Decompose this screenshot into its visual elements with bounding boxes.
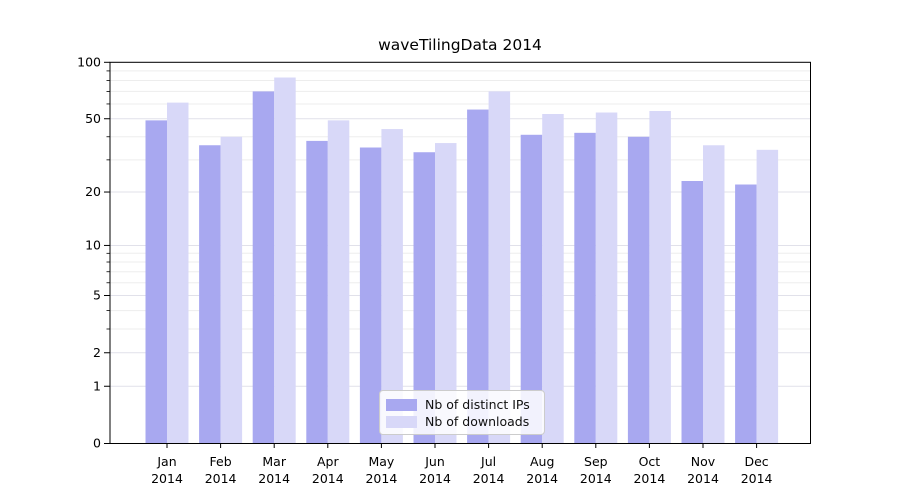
x-tick-label-month: Jun: [424, 454, 445, 469]
bar-downloads: [703, 145, 725, 444]
bar-downloads: [435, 143, 457, 444]
x-tick-label-year: 2014: [258, 471, 290, 486]
bar-distinct-ips: [199, 145, 221, 444]
axes-frame: [109, 61, 811, 445]
chart-title: waveTilingData 2014: [378, 36, 542, 54]
bar-distinct-ips: [359, 147, 382, 444]
legend-item-downloads: Nb of downloads: [386, 413, 544, 430]
bar-distinct-ips: [627, 136, 650, 444]
bar-distinct-ips: [145, 120, 167, 444]
bar-distinct-ips: [681, 180, 703, 444]
bar-distinct-ips: [252, 91, 275, 444]
bar-downloads: [381, 129, 403, 444]
bar-downloads: [756, 149, 779, 444]
legend-label-downloads: Nb of downloads: [425, 414, 530, 429]
x-tick-label-year: 2014: [151, 471, 183, 486]
y-tick-label: 50: [85, 111, 101, 126]
bar-downloads: [220, 136, 243, 444]
y-tick-label: 20: [85, 184, 101, 199]
bar-downloads: [327, 120, 350, 444]
y-tick-label: 5: [93, 288, 101, 303]
bar-distinct-ips: [520, 134, 543, 444]
x-tick-label-month: Aug: [530, 454, 554, 469]
bar-distinct-ips: [574, 132, 596, 444]
bar-distinct-ips: [413, 152, 435, 444]
legend-item-distinct-ips: Nb of distinct IPs: [386, 396, 544, 413]
bar-distinct-ips: [735, 184, 757, 444]
x-tick-label-month: Dec: [744, 454, 768, 469]
x-tick-label-month: Mar: [262, 454, 286, 469]
bar-downloads: [649, 111, 671, 444]
bar-distinct-ips: [467, 109, 489, 444]
x-tick-label-year: 2014: [633, 471, 665, 486]
x-tick-label-month: May: [368, 454, 394, 469]
x-tick-label-year: 2014: [312, 471, 344, 486]
y-tick-label: 1: [93, 378, 101, 393]
x-tick-label-month: Oct: [639, 454, 661, 469]
x-tick-label-year: 2014: [205, 471, 237, 486]
legend-swatch-distinct-ips: [386, 398, 417, 411]
y-tick-label: 0: [93, 436, 101, 451]
x-tick-label-year: 2014: [365, 471, 397, 486]
bar-downloads: [595, 112, 618, 444]
bar-distinct-ips: [306, 140, 328, 444]
x-tick-label-year: 2014: [473, 471, 505, 486]
y-tick-label: 2: [93, 345, 101, 360]
bar-downloads: [274, 77, 296, 444]
x-tick-label-year: 2014: [687, 471, 719, 486]
x-tick-label-month: Jan: [156, 454, 176, 469]
legend: Nb of distinct IPs Nb of downloads: [379, 390, 545, 435]
legend-label-distinct-ips: Nb of distinct IPs: [425, 397, 530, 412]
x-tick-label-month: Jul: [480, 454, 496, 469]
x-tick-label-year: 2014: [580, 471, 612, 486]
bar-downloads: [542, 114, 564, 444]
y-tick-label: 10: [85, 238, 101, 253]
bar-downloads: [488, 91, 511, 444]
x-tick-label-year: 2014: [419, 471, 451, 486]
x-tick-label-month: Apr: [317, 454, 339, 469]
x-tick-label-year: 2014: [526, 471, 558, 486]
x-tick-label-month: Nov: [691, 454, 716, 469]
x-tick-label-month: Feb: [210, 454, 232, 469]
x-tick-label-year: 2014: [741, 471, 773, 486]
bar-downloads: [167, 102, 189, 444]
x-tick-label-month: Sep: [584, 454, 608, 469]
y-tick-label: 100: [77, 55, 101, 70]
legend-swatch-downloads: [386, 415, 417, 428]
